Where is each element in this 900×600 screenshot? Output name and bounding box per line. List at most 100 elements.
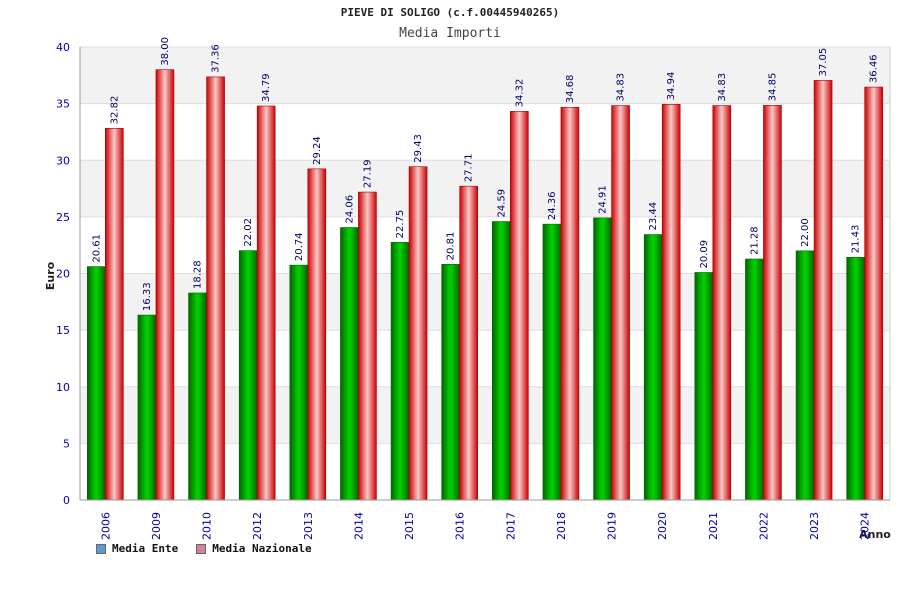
data-label-media-nazionale: 27.71 (464, 154, 475, 183)
data-label-media-ente: 20.61 (91, 234, 102, 263)
bar-media-ente (694, 272, 714, 501)
data-label-media-nazionale: 37.36 (211, 44, 222, 73)
bar-media-nazionale (712, 105, 732, 501)
x-tick-label: 2019 (606, 512, 619, 540)
y-tick-label: 30 (56, 154, 70, 167)
data-label-media-ente: 18.28 (193, 260, 204, 289)
bar-media-nazionale (813, 80, 833, 501)
x-tick-label: 2018 (555, 512, 568, 540)
bar-media-ente (492, 221, 511, 501)
data-label-media-nazionale: 36.46 (869, 54, 880, 83)
x-tick-label: 2013 (302, 512, 315, 540)
data-label-media-ente: 16.33 (142, 282, 153, 311)
bar-media-ente (846, 257, 865, 501)
y-tick-label: 5 (63, 437, 70, 450)
x-tick-label: 2017 (504, 512, 517, 540)
data-label-media-nazionale: 34.83 (717, 73, 728, 102)
bar-media-ente (238, 250, 258, 501)
data-label-media-nazionale: 27.19 (362, 159, 373, 188)
data-label-media-ente: 20.74 (294, 232, 305, 261)
data-label-media-ente: 20.81 (446, 232, 457, 261)
bar-media-ente (795, 250, 815, 501)
x-tick-label: 2014 (352, 512, 365, 540)
chart-subtitle: Media Importi (399, 26, 501, 41)
y-axis: 0 5 10 15 20 25 30 35 40 (56, 41, 81, 507)
data-label-media-ente: 21.43 (851, 225, 862, 254)
legend-swatch-media-ente (96, 543, 106, 554)
data-label-media-nazionale: 37.05 (818, 48, 829, 77)
data-label-media-nazionale: 29.43 (413, 134, 424, 163)
x-tick-label: 2009 (150, 512, 163, 540)
x-tick-label: 2012 (251, 512, 264, 540)
data-label-media-ente: 22.02 (243, 218, 254, 247)
bar-media-ente (542, 223, 562, 501)
y-tick-label: 25 (56, 211, 70, 224)
bar-media-nazionale (864, 86, 883, 501)
bar-media-nazionale (256, 105, 276, 501)
bar-media-ente (745, 258, 764, 501)
y-tick-label: 10 (56, 381, 70, 394)
legend-label-media-nazionale: Media Nazionale (212, 542, 312, 555)
bar-media-nazionale (763, 105, 782, 501)
data-label-media-ente: 20.09 (699, 240, 710, 269)
data-label-media-nazionale: 34.94 (666, 72, 677, 101)
data-label-media-ente: 21.28 (749, 226, 760, 255)
bar-media-nazionale (155, 69, 175, 501)
data-label-media-ente: 23.44 (648, 202, 659, 231)
data-label-media-nazionale: 34.79 (261, 73, 272, 102)
data-label-media-ente: 24.36 (547, 191, 558, 220)
data-label-media-nazionale: 34.32 (514, 79, 525, 108)
legend-item-media-nazionale: Media Nazionale (196, 542, 312, 555)
x-axis: 2006 2009 2010 2012 2013 2014 2015 2016 2017 2018… (80, 499, 890, 540)
data-label-media-nazionale: 34.85 (767, 73, 778, 102)
x-tick-label: 2016 (454, 512, 467, 540)
y-tick-label: 20 (56, 268, 70, 281)
data-label-media-nazionale: 32.82 (109, 96, 120, 125)
bar-media-ente (137, 314, 157, 501)
bar-media-nazionale (358, 191, 377, 501)
bars: 20.61 32.82 16.33 38.00 18.28 37.36 22.02 34.79… (87, 37, 883, 501)
data-label-media-ente: 24.59 (496, 189, 507, 218)
legend-item-media-ente: Media Ente (96, 542, 178, 555)
bar-media-nazionale (510, 111, 529, 501)
data-label-media-nazionale: 38.00 (160, 37, 171, 66)
data-label-media-nazionale: 29.24 (312, 136, 323, 165)
bar-media-nazionale (611, 105, 630, 501)
x-tick-label: 2006 (99, 512, 112, 540)
data-label-media-nazionale: 34.83 (616, 73, 627, 102)
bar-media-ente (289, 264, 309, 501)
data-label-media-ente: 24.91 (598, 185, 609, 214)
x-tick-label: 2010 (201, 512, 214, 540)
bar-media-nazionale (105, 128, 124, 501)
bar-media-nazionale (408, 166, 428, 501)
y-axis-label: Euro (44, 261, 57, 290)
legend-label-media-ente: Media Ente (112, 542, 179, 555)
legend-swatch-media-nazionale (196, 543, 207, 554)
x-tick-label: 2023 (808, 512, 821, 540)
data-label-media-ente: 22.00 (800, 218, 811, 247)
data-label-media-nazionale: 34.68 (565, 75, 576, 104)
y-tick-label: 40 (56, 41, 70, 54)
data-label-media-ente: 24.06 (344, 195, 355, 224)
y-tick-label: 0 (63, 494, 70, 507)
bar-media-nazionale (307, 168, 327, 501)
bar-media-ente (340, 227, 359, 501)
x-tick-label: 2022 (757, 512, 770, 540)
bar-media-nazionale (206, 76, 225, 501)
bar-media-ente (643, 234, 663, 501)
legend: Media Ente Media Nazionale (96, 542, 312, 555)
bar-media-ente (441, 264, 460, 501)
bar-media-nazionale (560, 106, 580, 501)
bar-media-ente (87, 266, 106, 501)
bar-media-nazionale (459, 185, 478, 501)
x-tick-label: 2020 (656, 512, 669, 540)
bar-media-ente (390, 242, 410, 501)
data-label-media-ente: 22.75 (395, 210, 406, 239)
bar-media-ente (593, 217, 612, 501)
y-tick-label: 35 (56, 98, 70, 111)
bar-media-nazionale (661, 104, 681, 501)
chart-title: PIEVE DI SOLIGO (c.f.00445940265) (341, 6, 560, 19)
y-tick-label: 15 (56, 324, 70, 337)
x-axis-label: Anno (859, 528, 891, 541)
